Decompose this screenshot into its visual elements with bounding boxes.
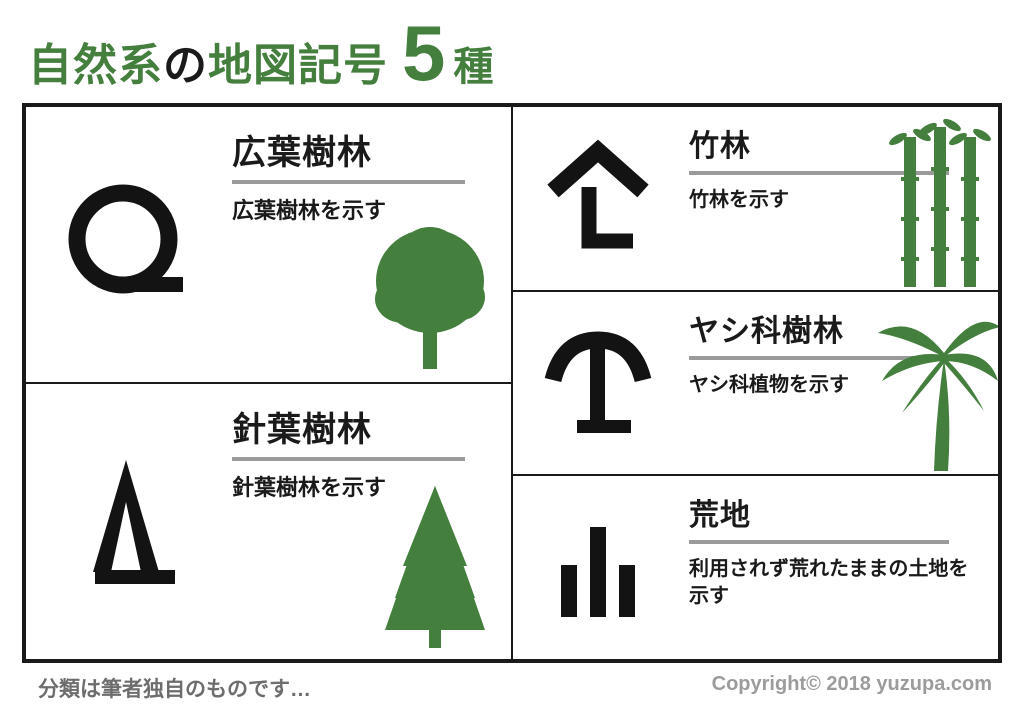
title-part3: 地図記号 — [208, 41, 388, 90]
palm-desc: ヤシ科植物を示す — [689, 372, 890, 399]
conifer-symbol-icon — [51, 442, 201, 602]
symbol-palm — [513, 292, 683, 475]
underline — [232, 457, 465, 461]
symbol-wasteland — [513, 476, 683, 659]
bamboo-icon — [884, 117, 999, 291]
palm-tree-icon — [872, 303, 999, 475]
symbol-conifer — [26, 384, 226, 659]
wasteland-symbol-icon — [533, 503, 663, 633]
page-title: 自然系の地図記号 5 種 — [22, 18, 1002, 93]
underline — [232, 180, 465, 184]
symbol-bamboo — [513, 107, 683, 290]
wasteland-title: 荒地 — [689, 490, 984, 534]
footer-copyright: Copyright© 2018 yuzupa.com — [712, 673, 992, 703]
underline — [689, 540, 949, 544]
cell-broadleaf: 広葉樹林 広葉樹林を示す — [25, 106, 512, 383]
footer-note: 分類は筆者独自のものです… — [38, 673, 311, 703]
title-part2: の — [163, 41, 208, 90]
cell-palm: ヤシ科樹林 ヤシ科植物を示す — [512, 291, 999, 476]
title-part1: 自然系 — [28, 41, 163, 90]
title-suffix: 種 — [453, 34, 493, 92]
cell-conifer: 針葉樹林 針葉樹林を示す — [25, 383, 512, 660]
title-number: 5 — [402, 18, 445, 88]
cell-wasteland: 荒地 利用されず荒れたままの土地を示す — [512, 475, 999, 660]
broadleaf-title: 広葉樹林 — [232, 125, 497, 174]
bamboo-symbol-icon — [533, 133, 663, 263]
palm-symbol-icon — [533, 318, 663, 448]
footer: 分類は筆者独自のものです… Copyright© 2018 yuzupa.com — [22, 663, 1002, 703]
wasteland-desc: 利用されず荒れたままの土地を示す — [689, 556, 984, 610]
broadleaf-tree-icon — [355, 203, 505, 378]
broadleaf-symbol-icon — [51, 165, 201, 325]
cell-bamboo: 竹林 竹林を示す — [512, 106, 999, 291]
conifer-tree-icon — [365, 480, 505, 655]
conifer-title: 針葉樹林 — [232, 402, 497, 451]
bamboo-desc: 竹林を示す — [689, 187, 890, 214]
symbol-broadleaf — [26, 107, 226, 382]
symbol-grid: 広葉樹林 広葉樹林を示す — [22, 103, 1002, 663]
